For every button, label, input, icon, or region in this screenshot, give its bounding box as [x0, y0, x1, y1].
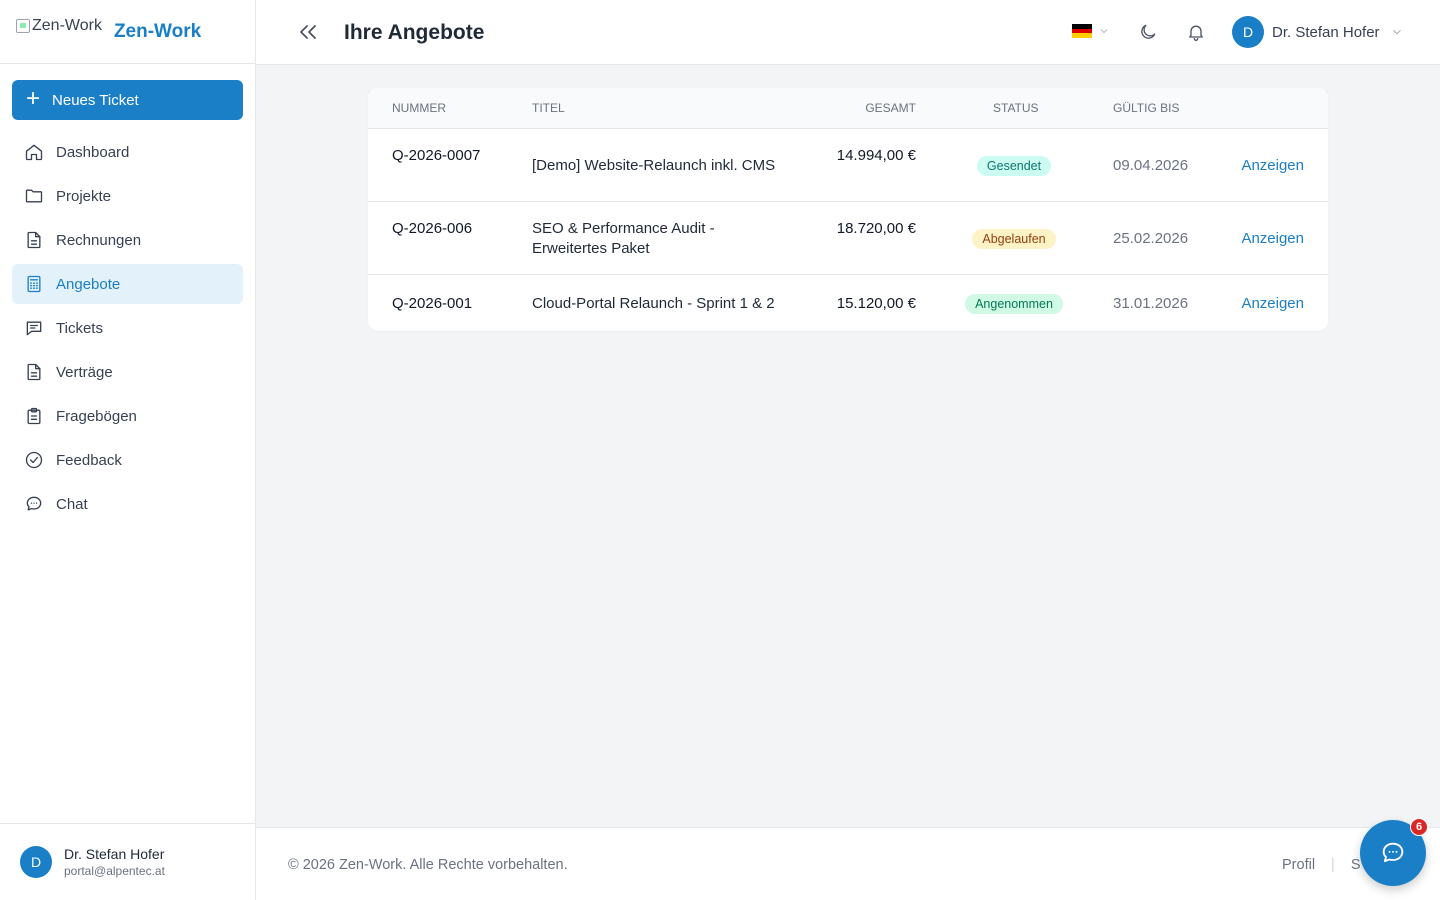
sidebar-item-label: Rechnungen: [56, 231, 142, 249]
clipboard-icon: [27, 407, 41, 425]
page-title: Ihre Angebote: [344, 21, 485, 44]
offers-table: Nummer Titel Gesamt Status Gültig bis Q-…: [368, 88, 1328, 331]
chat-unread-badge: 6: [1410, 818, 1428, 836]
column-header-total[interactable]: Gesamt: [865, 101, 916, 115]
chat-bubble-icon: [26, 496, 42, 511]
brand-logo[interactable]: Zen-Work: [16, 17, 102, 35]
offer-number: Q-2026-001: [392, 295, 473, 312]
chevrons-left-icon: [300, 25, 316, 39]
home-icon: [25, 144, 43, 161]
sidebar-item-chat[interactable]: Chat: [12, 484, 243, 524]
sidebar-item-label: Projekte: [56, 187, 112, 205]
avatar: D: [20, 846, 52, 878]
table-row[interactable]: Q-2026-001 Cloud-Portal Relaunch - Sprin…: [368, 275, 1328, 331]
document-icon: [27, 231, 41, 249]
offer-total: 15.120,00 €: [836, 295, 916, 312]
sidebar-user[interactable]: D Dr. Stefan Hofer portal@alpentec.at: [0, 823, 255, 900]
offer-valid-until: 31.01.2026: [1113, 295, 1189, 312]
plus-icon: +: [26, 84, 41, 112]
new-ticket-label: Neues Ticket: [52, 91, 139, 109]
message-square-icon: [26, 321, 42, 336]
check-circle-icon: [25, 451, 43, 469]
view-offer-link[interactable]: Anzeigen: [1241, 230, 1304, 247]
offer-number: Q-2026-006: [392, 220, 473, 237]
footer: © 2026 Zen-Work. Alle Rechte vorbehalten…: [256, 827, 1440, 900]
footer-divider: |: [1331, 857, 1335, 873]
column-header-status[interactable]: Status: [993, 101, 1039, 115]
offer-title: Cloud-Portal Relaunch - Sprint 1 & 2: [532, 295, 775, 312]
status-badge: Gesendet: [976, 156, 1052, 176]
document-icon: [27, 363, 41, 381]
view-offer-link[interactable]: Anzeigen: [1241, 295, 1304, 312]
folder-icon: [25, 189, 43, 203]
sidebar-item-label: Verträge: [56, 363, 113, 381]
footer-links: Profil | S: [1282, 857, 1361, 873]
column-header-title[interactable]: Titel: [532, 101, 565, 115]
top-header: Ihre Angebote D Dr. Stefan Hofer: [256, 0, 1440, 65]
column-header-number[interactable]: Nummer: [392, 101, 446, 115]
chevron-down-icon: [1100, 29, 1108, 34]
user-name: Dr. Stefan Hofer: [1272, 23, 1380, 41]
sidebar-item-label: Tickets: [56, 319, 103, 337]
sidebar-item-rechnungen[interactable]: Rechnungen: [12, 220, 243, 260]
sidebar-item-label: Feedback: [56, 451, 122, 469]
sidebar-item-vertraege[interactable]: Verträge: [12, 352, 243, 392]
sidebar-item-projekte[interactable]: Projekte: [12, 176, 243, 216]
sidebar-nav: Dashboard Projekte Rechnungen Angebote T…: [12, 132, 243, 528]
moon-icon: [1141, 24, 1156, 39]
collapse-sidebar-button[interactable]: [296, 20, 320, 44]
view-offer-link[interactable]: Anzeigen: [1241, 157, 1304, 174]
column-header-valid-until[interactable]: Gültig bis: [1113, 101, 1180, 115]
footer-link-profile[interactable]: Profil: [1282, 857, 1316, 873]
new-ticket-button[interactable]: + Neues Ticket: [12, 80, 243, 120]
dark-mode-toggle[interactable]: [1138, 22, 1158, 42]
broken-image-icon: [16, 18, 30, 33]
offer-title: SEO & Performance Audit - Erweitertes Pa…: [532, 220, 715, 257]
table-header: Nummer Titel Gesamt Status Gültig bis: [368, 88, 1328, 129]
sidebar-item-angebote[interactable]: Angebote: [12, 264, 243, 304]
user-name: Dr. Stefan Hofer: [64, 846, 165, 862]
sidebar-item-tickets[interactable]: Tickets: [12, 308, 243, 348]
sidebar-item-dashboard[interactable]: Dashboard: [12, 132, 243, 172]
status-badge: Abgelaufen: [972, 229, 1056, 249]
offer-total: 18.720,00 €: [836, 220, 916, 237]
table-row[interactable]: Q-2026-0007 [Demo] Website-Relaunch inkl…: [368, 129, 1328, 202]
chat-bubble-icon: [1382, 842, 1404, 863]
avatar: D: [1232, 16, 1264, 48]
offer-valid-until: 09.04.2026: [1113, 157, 1189, 174]
sidebar: Zen-Work Zen-Work + Neues Ticket Dashboa…: [0, 0, 256, 900]
sidebar-item-frageboegen[interactable]: Fragebögen: [12, 396, 243, 436]
sidebar-item-feedback[interactable]: Feedback: [12, 440, 243, 480]
sidebar-item-label: Chat: [56, 495, 88, 513]
offer-number: Q-2026-0007: [392, 147, 481, 164]
bell-icon: [1189, 25, 1203, 41]
status-badge: Angenommen: [965, 294, 1063, 314]
brand: Zen-Work Zen-Work: [0, 0, 255, 64]
brand-name[interactable]: Zen-Work: [113, 20, 202, 42]
sidebar-item-label: Fragebögen: [56, 407, 137, 425]
sidebar-user-info: Dr. Stefan Hofer portal@alpentec.at: [64, 846, 165, 878]
table-row[interactable]: Q-2026-006 SEO & Performance Audit - Erw…: [368, 202, 1328, 275]
copyright: © 2026 Zen-Work. Alle Rechte vorbehalten…: [288, 857, 568, 873]
user-email: portal@alpentec.at: [64, 864, 165, 878]
sidebar-item-label: Dashboard: [56, 143, 130, 161]
user-menu[interactable]: D Dr. Stefan Hofer: [1232, 16, 1404, 48]
chevron-down-icon: [1392, 29, 1401, 35]
calculator-icon: [27, 275, 41, 293]
offer-valid-until: 25.02.2026: [1113, 230, 1189, 247]
brand-logo-alt: Zen-Work: [32, 16, 102, 34]
offer-total: 14.994,00 €: [836, 147, 916, 164]
footer-link-second[interactable]: S: [1350, 857, 1361, 873]
language-selector[interactable]: [1072, 24, 1110, 39]
german-flag-icon: [1072, 24, 1092, 39]
notifications-button[interactable]: [1186, 22, 1206, 42]
offer-title: [Demo] Website-Relaunch inkl. CMS: [532, 157, 776, 174]
sidebar-item-label: Angebote: [56, 275, 121, 293]
